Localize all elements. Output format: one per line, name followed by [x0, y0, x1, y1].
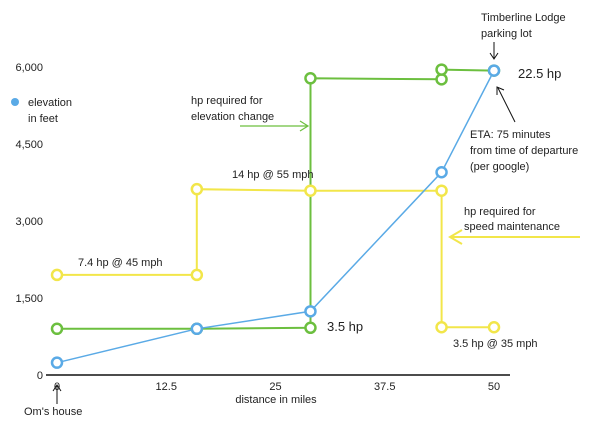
elevation-line	[56, 70, 495, 364]
yellow-step-point	[190, 182, 204, 196]
eta-line3: (per google)	[470, 161, 529, 173]
x-tick-label: 12.5	[156, 381, 177, 393]
y-tick-label: 1,500	[15, 293, 43, 305]
hp-3-5-35mph-label: 3.5 hp @ 35 mph	[453, 338, 538, 350]
legend-label-line2: in feet	[28, 113, 58, 125]
yellow-step-point	[190, 268, 204, 282]
x-axis-label: distance in miles	[235, 394, 317, 406]
hp-elevation-line1: hp required for	[191, 95, 263, 107]
yellow-step-series	[50, 182, 501, 334]
yellow-step-point	[50, 268, 64, 282]
timberline-label-line1: Timberline Lodge	[481, 12, 566, 24]
hp-speed-arrow	[448, 229, 580, 245]
y-tick-label: 0	[37, 370, 43, 382]
timberline-arrow	[489, 42, 499, 60]
legend-marker	[11, 98, 19, 106]
legend: elevation in feet	[11, 97, 72, 125]
y-tick-label: 6,000	[15, 62, 43, 74]
elevation-point	[435, 165, 448, 179]
hp-7-4-label: 7.4 hp @ 45 mph	[78, 257, 163, 269]
hp-elevation-line2: elevation change	[191, 111, 274, 123]
hp-speed-line1: hp required for	[464, 206, 536, 218]
y-tick-label: 4,500	[15, 139, 43, 151]
x-tick-label: 37.5	[374, 381, 395, 393]
green-step-point	[304, 72, 317, 85]
oms-house-arrow	[52, 384, 62, 404]
x-tick-labels: 0 12.5 25 37.5 50	[54, 381, 500, 393]
eta-arrow	[496, 86, 516, 123]
timberline-label-line2: parking lot	[481, 28, 532, 40]
yellow-step-point	[304, 184, 317, 197]
green-step-line	[57, 68, 495, 330]
hp-14-label: 14 hp @ 55 mph	[232, 169, 314, 181]
hp-22-5-label: 22.5 hp	[518, 66, 561, 81]
green-step-series	[50, 63, 501, 336]
eta-line1: ETA: 75 minutes	[470, 129, 551, 141]
y-tick-labels: 0 1,500 3,000 4,500 6,000	[15, 62, 43, 382]
eta-line2: from time of departure	[470, 145, 578, 157]
elevation-series	[50, 64, 501, 369]
legend-label-line1: elevation	[28, 97, 72, 109]
oms-house-label: Om's house	[24, 406, 82, 418]
y-tick-label: 3,000	[15, 216, 43, 228]
yellow-step-point	[435, 184, 448, 197]
green-step-point	[50, 322, 64, 336]
green-step-point	[435, 73, 448, 86]
elevation-point	[50, 356, 64, 369]
hp-speed-line2: speed maintenance	[464, 221, 560, 233]
hp-elevation-arrow	[240, 120, 310, 132]
yellow-step-point	[487, 321, 501, 334]
hp-3-5-label: 3.5 hp	[327, 319, 363, 334]
green-step-point	[304, 321, 317, 335]
x-tick-label: 50	[488, 381, 500, 393]
yellow-step-point	[435, 321, 448, 334]
elevation-point	[190, 322, 204, 336]
x-tick-label: 25	[269, 381, 281, 393]
elevation-point	[487, 64, 501, 77]
elevation-point	[304, 305, 317, 318]
green-step-point	[435, 63, 448, 76]
